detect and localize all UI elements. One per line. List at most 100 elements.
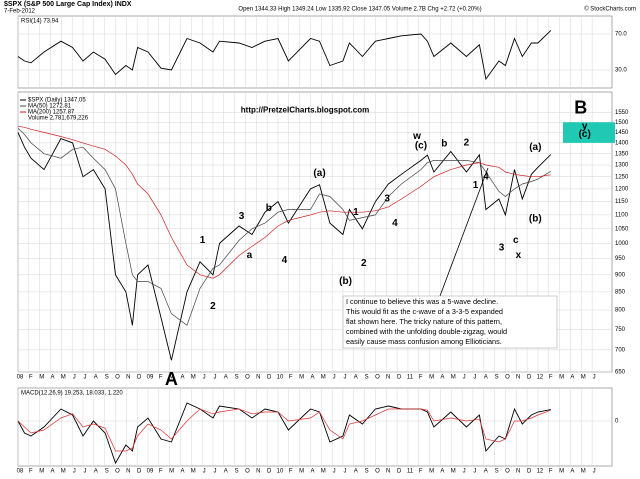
wave-label: a xyxy=(247,250,253,261)
x-tick-label: F xyxy=(29,469,33,475)
x-tick-label: D xyxy=(397,469,402,475)
note-line: combined with the unfolding double-zigza… xyxy=(346,327,507,336)
x-tick-label: N xyxy=(126,469,130,475)
wave-label: c xyxy=(513,235,519,246)
y-tick-label: 1500 xyxy=(615,120,629,126)
x-tick-label: O xyxy=(245,469,250,475)
x-tick-label: 09 xyxy=(147,469,154,475)
y-tick-label: 1250 xyxy=(615,174,629,180)
x-tick-label: M xyxy=(321,469,326,475)
x-tick-label: M xyxy=(191,469,196,475)
x-tick-label: M xyxy=(61,469,66,475)
x-tick-label: 09 xyxy=(147,375,154,381)
x-tick-label: M xyxy=(191,375,196,381)
x-tick-label: J xyxy=(333,469,336,475)
x-tick-label: M xyxy=(581,469,586,475)
x-tick-label: J xyxy=(213,375,216,381)
y-tick-label: 850 xyxy=(615,289,626,295)
series-line xyxy=(17,402,551,465)
wave-label: 2 xyxy=(210,301,216,312)
x-tick-label: M xyxy=(39,375,44,381)
panel-frame xyxy=(17,387,613,467)
x-tick-label: M xyxy=(39,469,44,475)
wave-label: (b) xyxy=(529,214,542,225)
wave-label: (c) xyxy=(415,141,427,152)
x-tick-label: M xyxy=(581,375,586,381)
x-tick-label: M xyxy=(451,375,456,381)
wave-label: w xyxy=(412,131,421,142)
x-tick-label: A xyxy=(224,469,228,475)
wave-label: 2 xyxy=(361,258,367,269)
y-tick-label: 700 xyxy=(615,347,626,353)
x-tick-label: J xyxy=(203,469,206,475)
x-tick-label: O xyxy=(375,375,380,381)
x-tick-label: A xyxy=(310,375,314,381)
x-tick-label: 10 xyxy=(277,469,284,475)
legend-label: MA(200) 1257.87 xyxy=(28,110,75,116)
x-tick-label: F xyxy=(549,375,553,381)
x-tick-label: D xyxy=(527,375,532,381)
wave-label: 4 xyxy=(483,171,489,182)
x-tick-label: J xyxy=(473,375,476,381)
plot-layer: 70.0 30.0 RSI(14) 73.94 1550 1500 1450 1400 135… xyxy=(17,15,629,475)
x-tick-label: O xyxy=(115,469,120,475)
wave-label: x xyxy=(516,250,522,261)
x-tick-label: A xyxy=(180,375,184,381)
x-tick-label: F xyxy=(289,375,293,381)
x-tick-label: S xyxy=(105,469,109,475)
x-tick-label: J xyxy=(83,375,86,381)
y-tick-label: 1150 xyxy=(615,199,629,205)
x-tick-label: 11 xyxy=(407,469,414,475)
wave-label: b xyxy=(266,203,272,214)
x-tick-label: 08 xyxy=(17,469,24,475)
x-tick-label: O xyxy=(245,375,250,381)
x-tick-label: N xyxy=(516,469,520,475)
x-tick-label: A xyxy=(50,469,54,475)
wave-label: b xyxy=(441,139,447,150)
y-tick-label: 1050 xyxy=(615,226,629,232)
legend-label: $SPX (Daily) 1347.05 xyxy=(28,98,86,104)
x-tick-label: M xyxy=(559,469,564,475)
note-line: I continue to believe this was a 5-wave … xyxy=(346,297,498,306)
symbol: $SPX (S&P 500 Large Cap Index) INDX xyxy=(4,1,132,8)
y-tick-label: 750 xyxy=(615,327,626,333)
x-tick-label: N xyxy=(516,375,520,381)
x-tick-label: S xyxy=(365,375,369,381)
x-tick-label: 12 xyxy=(537,375,544,381)
x-tick-label: D xyxy=(397,375,402,381)
wave-label: (c) xyxy=(579,129,591,140)
x-tick-label: F xyxy=(29,375,33,381)
x-tick-label: A xyxy=(440,469,444,475)
x-tick-label: A xyxy=(94,375,98,381)
note-box xyxy=(342,295,558,349)
x-tick-label: F xyxy=(549,469,553,475)
series-line xyxy=(17,128,552,326)
wave-label: (a) xyxy=(529,142,541,153)
x-tick-label: S xyxy=(105,375,109,381)
wave-label: y xyxy=(582,121,588,132)
y-tick-label: 1550 xyxy=(615,110,629,116)
wave-label: 1 xyxy=(200,235,206,246)
y-tick-label: 1400 xyxy=(615,140,629,146)
wave-label: 1 xyxy=(473,180,479,191)
x-tick-label: S xyxy=(365,469,369,475)
y-tick-label: 1450 xyxy=(615,130,629,136)
y-tick-label: 900 xyxy=(615,272,626,278)
quote: Open 1344.33 High 1349.24 Low 1335.92 Cl… xyxy=(238,7,481,13)
x-tick-label: A xyxy=(94,469,98,475)
x-tick-label: J xyxy=(473,469,476,475)
x-tick-label: A xyxy=(484,375,488,381)
y-tick-label: 1300 xyxy=(615,163,629,169)
x-tick-label: J xyxy=(593,375,596,381)
x-tick-label: O xyxy=(505,375,510,381)
x-tick-label: 08 xyxy=(17,375,24,381)
x-tick-label: N xyxy=(386,375,390,381)
x-tick-label: A xyxy=(354,469,358,475)
panel-title: RSI(14) 73.94 xyxy=(21,19,59,25)
wave-label: (a) xyxy=(313,168,325,179)
x-tick-label: S xyxy=(495,375,499,381)
x-tick-label: A xyxy=(224,375,228,381)
x-tick-label: M xyxy=(429,469,434,475)
y-tick-label: 1000 xyxy=(615,241,629,247)
x-tick-label: D xyxy=(527,469,532,475)
